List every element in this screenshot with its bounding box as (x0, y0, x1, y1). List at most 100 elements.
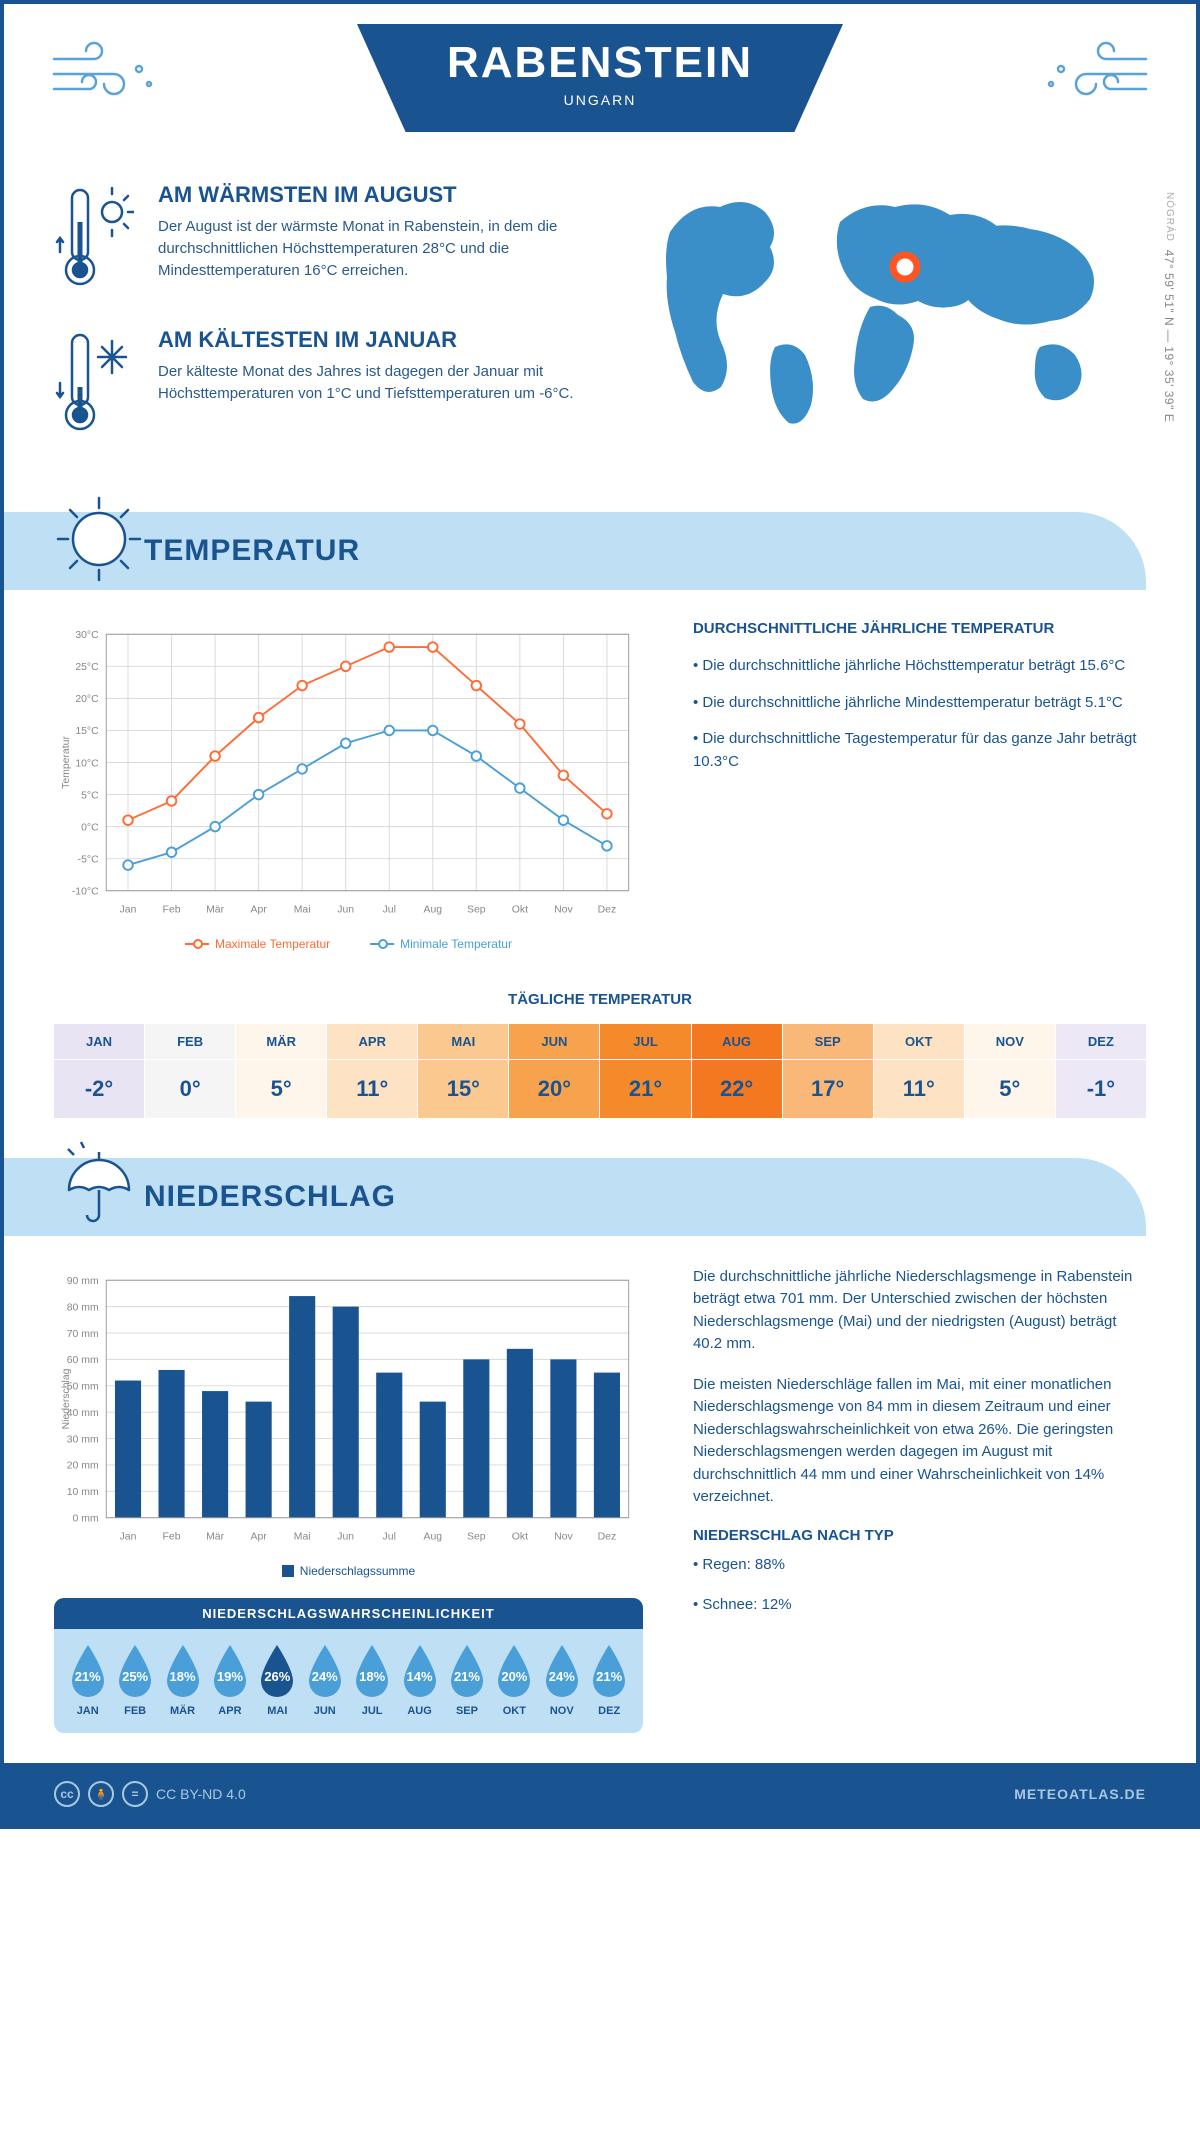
svg-text:70 mm: 70 mm (67, 1329, 99, 1340)
info-heading: DURCHSCHNITTLICHE JÄHRLICHE TEMPERATUR (693, 620, 1146, 637)
precip-type: • Regen: 88% (693, 1554, 1146, 1577)
header: RABENSTEIN UNGARN (4, 4, 1196, 162)
precip-paragraph: Die durchschnittliche jährliche Niedersc… (693, 1266, 1146, 1356)
coordinates: NÓGRÁD 47° 59' 51" N — 19° 35' 39" E (1162, 192, 1176, 422)
footer: cc 🧍 = CC BY-ND 4.0 METEOATLAS.DE (4, 1763, 1196, 1825)
svg-text:5°C: 5°C (81, 790, 99, 801)
fact-title: AM WÄRMSTEN IM AUGUST (158, 182, 605, 208)
svg-text:Nov: Nov (554, 1532, 573, 1543)
license-text: CC BY-ND 4.0 (156, 1786, 246, 1802)
prob-cell: 26% MAI (254, 1643, 301, 1717)
intro-section: AM WÄRMSTEN IM AUGUST Der August ist der… (4, 162, 1196, 512)
temp-cell: JUN 20° (509, 1024, 600, 1118)
svg-text:Dez: Dez (598, 1532, 617, 1543)
prob-cell: 19% APR (206, 1643, 253, 1717)
precip-paragraph: Die meisten Niederschläge fallen im Mai,… (693, 1374, 1146, 1509)
wind-icon (1036, 34, 1156, 119)
svg-text:Jun: Jun (337, 905, 354, 916)
temp-cell: MAI 15° (418, 1024, 509, 1118)
svg-text:Sep: Sep (467, 905, 486, 916)
svg-text:Jul: Jul (383, 905, 396, 916)
section-header-temperature: TEMPERATUR (4, 512, 1146, 590)
temperature-info: DURCHSCHNITTLICHE JÄHRLICHE TEMPERATUR •… (693, 620, 1146, 951)
svg-text:Nov: Nov (554, 905, 573, 916)
raindrop-icon: 25% (111, 1643, 158, 1701)
svg-text:Temperatur: Temperatur (61, 736, 72, 789)
prob-cell: 25% FEB (111, 1643, 158, 1717)
precipitation-info: Die durchschnittliche jährliche Niedersc… (693, 1266, 1146, 1733)
svg-text:20 mm: 20 mm (67, 1461, 99, 1472)
info-bullet: • Die durchschnittliche jährliche Höchst… (693, 655, 1146, 678)
fact-warmest: AM WÄRMSTEN IM AUGUST Der August ist der… (54, 182, 605, 297)
info-bullet: • Die durchschnittliche Tagestemperatur … (693, 728, 1146, 773)
svg-text:Okt: Okt (512, 905, 528, 916)
temp-cell: JUL 21° (600, 1024, 691, 1118)
temp-cell: MÄR 5° (236, 1024, 327, 1118)
prob-cell: 20% OKT (491, 1643, 538, 1717)
by-icon: 🧍 (88, 1781, 114, 1807)
svg-text:Mär: Mär (206, 1532, 224, 1543)
svg-text:Feb: Feb (163, 905, 181, 916)
cc-icon: cc (54, 1781, 80, 1807)
temp-cell: APR 11° (327, 1024, 418, 1118)
raindrop-icon: 18% (348, 1643, 395, 1701)
svg-text:Aug: Aug (423, 905, 442, 916)
fact-coldest: AM KÄLTESTEN IM JANUAR Der kälteste Mona… (54, 327, 605, 442)
svg-text:-10°C: -10°C (72, 887, 99, 898)
raindrop-icon: 24% (538, 1643, 585, 1701)
temp-cell: DEZ -1° (1056, 1024, 1146, 1118)
section-header-precipitation: NIEDERSCHLAG (4, 1158, 1146, 1236)
svg-text:-5°C: -5°C (78, 854, 99, 865)
svg-text:0 mm: 0 mm (73, 1513, 99, 1524)
svg-text:Jul: Jul (383, 1532, 396, 1543)
prob-cell: 18% MÄR (159, 1643, 206, 1717)
raindrop-icon: 26% (254, 1643, 301, 1701)
svg-text:15°C: 15°C (75, 726, 99, 737)
world-map: NÓGRÁD 47° 59' 51" N — 19° 35' 39" E (645, 182, 1146, 437)
temp-cell: FEB 0° (145, 1024, 236, 1118)
svg-text:Dez: Dez (598, 905, 617, 916)
precipitation-probability: NIEDERSCHLAGSWAHRSCHEINLICHKEIT 21% JAN … (54, 1598, 643, 1733)
svg-text:30 mm: 30 mm (67, 1434, 99, 1445)
svg-text:Mai: Mai (294, 1532, 311, 1543)
raindrop-icon: 18% (159, 1643, 206, 1701)
svg-text:30°C: 30°C (75, 630, 99, 641)
chart-legend: Niederschlagssumme (54, 1564, 643, 1578)
svg-text:10°C: 10°C (75, 758, 99, 769)
license: cc 🧍 = CC BY-ND 4.0 (54, 1781, 246, 1807)
raindrop-icon: 19% (206, 1643, 253, 1701)
section-title: TEMPERATUR (144, 534, 1146, 568)
fact-text: Der August ist der wärmste Monat in Rabe… (158, 216, 605, 281)
chart-legend: Maximale Temperatur Minimale Temperatur (54, 937, 643, 951)
raindrop-icon: 21% (585, 1643, 632, 1701)
svg-text:Jan: Jan (120, 1532, 137, 1543)
svg-text:Sep: Sep (467, 1532, 486, 1543)
precipitation-bar-chart: 0 mm10 mm20 mm30 mm40 mm50 mm60 mm70 mm8… (54, 1266, 643, 1578)
svg-text:10 mm: 10 mm (67, 1487, 99, 1498)
precip-type-heading: NIEDERSCHLAG NACH TYP (693, 1527, 1146, 1544)
prob-cell: 24% NOV (538, 1643, 585, 1717)
temp-cell: NOV 5° (965, 1024, 1056, 1118)
svg-text:Aug: Aug (423, 1532, 442, 1543)
svg-text:60 mm: 60 mm (67, 1355, 99, 1366)
country-name: UNGARN (447, 92, 753, 108)
temp-cell: AUG 22° (692, 1024, 783, 1118)
temp-cell: JAN -2° (54, 1024, 145, 1118)
umbrella-icon (54, 1140, 144, 1235)
precip-type: • Schnee: 12% (693, 1594, 1146, 1617)
sun-icon (54, 494, 144, 589)
svg-text:Niederschlag: Niederschlag (61, 1368, 72, 1429)
prob-cell: 21% JAN (64, 1643, 111, 1717)
svg-text:0°C: 0°C (81, 822, 99, 833)
svg-text:Mai: Mai (294, 905, 311, 916)
thermometer-cold-icon (54, 327, 134, 442)
svg-text:Okt: Okt (512, 1532, 528, 1543)
svg-text:80 mm: 80 mm (67, 1302, 99, 1313)
prob-cell: 24% JUN (301, 1643, 348, 1717)
prob-cell: 18% JUL (348, 1643, 395, 1717)
raindrop-icon: 14% (396, 1643, 443, 1701)
thermometer-hot-icon (54, 182, 134, 297)
daily-temp-table: JAN -2° FEB 0° MÄR 5° APR 11° MAI 15° JU… (54, 1024, 1146, 1118)
prob-cell: 21% DEZ (585, 1643, 632, 1717)
nd-icon: = (122, 1781, 148, 1807)
